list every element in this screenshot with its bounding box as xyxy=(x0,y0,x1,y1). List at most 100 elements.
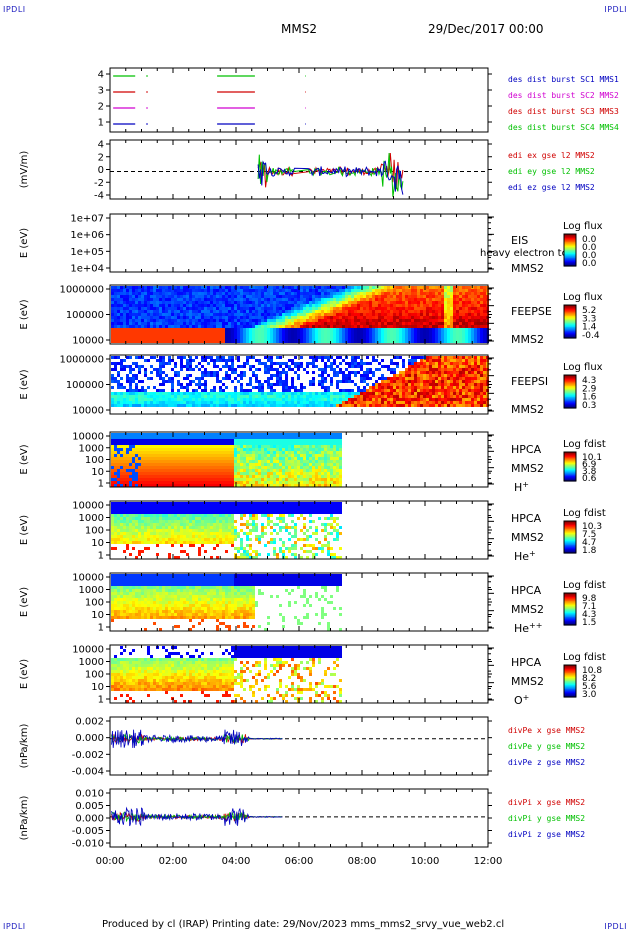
panel-3-cell xyxy=(456,286,459,289)
panel-3-cell xyxy=(327,337,330,340)
panel-3-cell xyxy=(240,337,243,340)
panel-4-cell xyxy=(237,374,240,377)
panel-5-cell xyxy=(186,469,189,472)
panel-5-cell xyxy=(129,439,132,442)
panel-3-cell xyxy=(396,307,399,310)
panel-3-cell xyxy=(246,340,249,343)
panel-3-cell xyxy=(315,313,318,316)
panel-3-cell xyxy=(135,304,138,307)
panel-3-cell xyxy=(165,301,168,304)
panel-4-cell xyxy=(180,365,183,368)
panel-4-cell xyxy=(360,377,363,380)
panel-3-cell xyxy=(291,304,294,307)
panel-4-cell xyxy=(441,389,444,392)
panel-3-cell xyxy=(309,322,312,325)
panel-4-cell xyxy=(432,371,435,374)
panel-3-cell xyxy=(150,292,153,295)
panel-4-cell xyxy=(312,401,315,404)
panel-3-cell xyxy=(237,328,240,331)
panel-3-cell xyxy=(471,334,474,337)
panel-4-cell xyxy=(213,398,216,401)
panel-5-cell xyxy=(114,475,117,478)
panel-4-cell xyxy=(426,395,429,398)
panel-3-cell xyxy=(162,328,165,331)
panel-4-cell xyxy=(162,398,165,401)
panel-3-cell xyxy=(477,328,480,331)
panel-3-cell xyxy=(252,337,255,340)
panel-3-cell xyxy=(411,292,414,295)
panel-3-cell xyxy=(171,337,174,340)
panel-4-cell xyxy=(414,374,417,377)
panel-5-cell xyxy=(120,433,123,436)
panel-3-cell xyxy=(450,334,453,337)
panel-4-cell xyxy=(321,404,324,407)
panel-1-legend-0: edi ex gse l2 MMS2 xyxy=(508,151,595,160)
panel-3-cell xyxy=(159,295,162,298)
panel-3-cell xyxy=(378,331,381,334)
panel-4-cell xyxy=(354,401,357,404)
panel-3-cell xyxy=(129,337,132,340)
panel-3-cell xyxy=(294,325,297,328)
panel-5-cell xyxy=(150,466,153,469)
panel-4-cell xyxy=(144,359,147,362)
panel-3-cell xyxy=(354,301,357,304)
panel-2-cbar-cell xyxy=(564,251,576,254)
panel-4-cell xyxy=(156,359,159,362)
panel-1-legend-2: edi ez gse l2 MMS2 xyxy=(508,183,595,192)
panel-3-cell xyxy=(405,337,408,340)
panel-3-cell xyxy=(477,331,480,334)
panel-3-cell xyxy=(255,319,258,322)
panel-3-cell xyxy=(447,322,450,325)
panel-3-cell xyxy=(141,307,144,310)
panel-3-cell xyxy=(405,307,408,310)
panel-3-cell xyxy=(144,313,147,316)
panel-4-cbar-cell xyxy=(564,392,576,395)
panel-5-cell xyxy=(153,460,156,463)
panel-4-cell xyxy=(465,398,468,401)
panel-4-cell xyxy=(402,404,405,407)
panel-3-cell xyxy=(351,310,354,313)
panel-3-cell xyxy=(270,286,273,289)
panel-3-cell xyxy=(114,337,117,340)
panel-3-cell xyxy=(429,316,432,319)
panel-3-cell xyxy=(444,286,447,289)
panel-4-cell xyxy=(201,371,204,374)
panel-3-cell xyxy=(285,337,288,340)
panel-4-cell xyxy=(222,383,225,386)
panel-3-cell xyxy=(405,310,408,313)
panel-4-cell xyxy=(111,380,114,383)
panel-3-cell xyxy=(315,289,318,292)
panel-3-cell xyxy=(186,325,189,328)
panel-3-cell xyxy=(360,325,363,328)
panel-4-cell xyxy=(186,389,189,392)
panel-4-cell xyxy=(342,380,345,383)
panel-5-cell xyxy=(159,439,162,442)
panel-4-cell xyxy=(273,395,276,398)
panel-4-cell xyxy=(189,398,192,401)
panel-4-cell xyxy=(468,398,471,401)
panel-4-cell xyxy=(291,359,294,362)
panel-3-cell xyxy=(201,337,204,340)
panel-4-cell xyxy=(357,389,360,392)
panel-3-cell xyxy=(249,301,252,304)
panel-4-cell xyxy=(267,356,270,359)
panel-3-cell xyxy=(351,316,354,319)
panel-3-cell xyxy=(123,334,126,337)
panel-3-cell xyxy=(195,337,198,340)
panel-5-cell xyxy=(138,433,141,436)
panel-4-cell xyxy=(402,395,405,398)
panel-4-cell xyxy=(189,356,192,359)
panel-3-cell xyxy=(195,331,198,334)
panel-3-cell xyxy=(267,340,270,343)
panel-5-cell xyxy=(162,463,165,466)
panel-3-cell xyxy=(363,322,366,325)
panel-1-tick-label: -4 xyxy=(94,191,104,202)
panel-5-cell xyxy=(183,454,186,457)
panel-4-cell xyxy=(198,386,201,389)
panel-3-cell xyxy=(348,337,351,340)
panel-3-cell xyxy=(201,295,204,298)
panel-3-cell xyxy=(276,307,279,310)
panel-4-cell xyxy=(288,389,291,392)
panel-3-cell xyxy=(453,307,456,310)
